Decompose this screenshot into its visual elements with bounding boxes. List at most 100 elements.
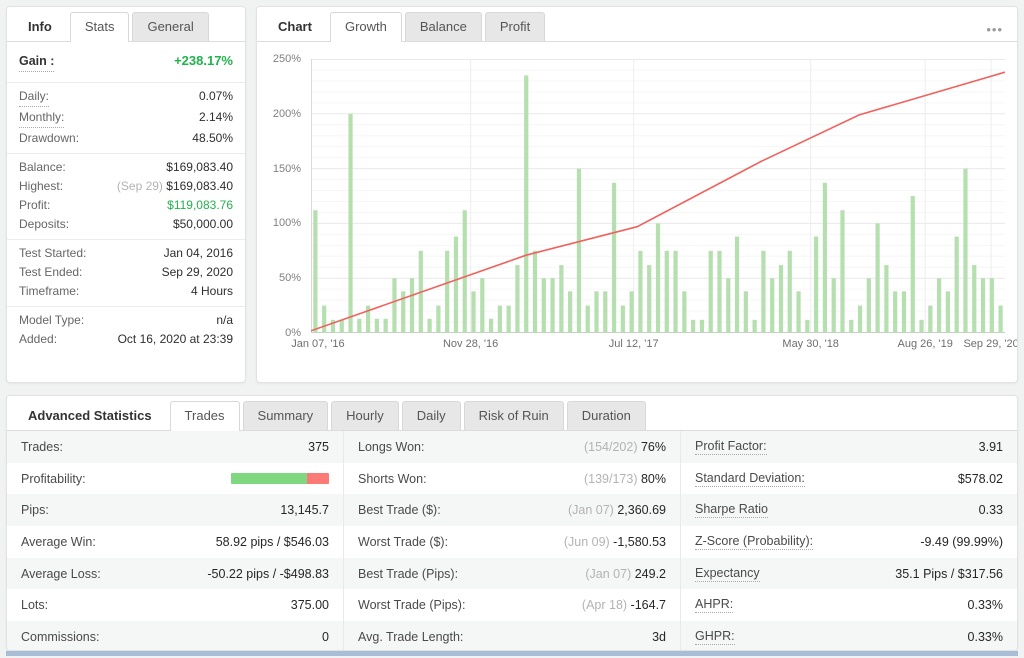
growth-bar <box>594 291 599 333</box>
stat-value: 4 Hours <box>190 284 233 298</box>
tab-info[interactable]: Info <box>28 19 52 34</box>
table-row: Average Loss: -50.22 pips / -$498.83 <box>7 557 343 590</box>
growth-bar <box>708 250 713 333</box>
bottom-scrollbar[interactable] <box>6 651 1018 656</box>
stat-value: (Sep 29) $169,083.40 <box>116 179 233 193</box>
table-row-value-note: (154/202) <box>583 439 641 454</box>
growth-bar <box>427 318 432 333</box>
table-row: Z-Score (Probability): -9.49 (99.99%) <box>681 526 1017 558</box>
table-row-label: Profit Factor: <box>695 438 767 455</box>
growth-bar <box>568 291 573 333</box>
stat-group: Daily: 0.07% Monthly: 2.14% Drawdown: 48.50% <box>7 82 245 153</box>
growth-bar <box>743 291 748 333</box>
growth-bar <box>998 305 1003 333</box>
growth-bar <box>638 250 643 333</box>
growth-bar <box>972 265 977 333</box>
stat-row: Daily: 0.07% <box>7 87 245 108</box>
x-axis-label: May 30, '18 <box>782 338 839 350</box>
table-row-label: Lots: <box>21 598 49 613</box>
growth-bar <box>515 265 520 333</box>
tab-summary[interactable]: Summary <box>242 401 329 430</box>
table-row: Worst Trade ($): (Jun 09) -1,580.53 <box>344 526 680 558</box>
growth-bar <box>401 291 406 333</box>
growth-bar <box>453 236 459 333</box>
tab-balance[interactable]: Balance <box>404 12 482 41</box>
stat-row: Profit: $119,083.76 <box>7 196 245 215</box>
stat-value: Oct 16, 2020 at 23:39 <box>117 332 233 346</box>
table-row-value: 13,145.7 <box>280 503 329 518</box>
tab-general[interactable]: General <box>132 12 209 41</box>
x-axis-label: Nov 28, '16 <box>442 338 499 350</box>
table-row-value: 3.91 <box>978 439 1003 454</box>
stat-row: Deposits: $50,000.00 <box>7 215 245 234</box>
stat-label: Gain : <box>19 53 55 72</box>
tab-trades[interactable]: Trades <box>169 401 240 431</box>
growth-bar <box>778 265 784 333</box>
table-row-value: 375.00 <box>290 598 329 613</box>
table-row: Average Win: 58.92 pips / $546.03 <box>7 526 343 558</box>
growth-bar <box>673 250 678 333</box>
table-row: Lots: 375.00 <box>7 589 343 621</box>
stat-row: Drawdown: 48.50% <box>7 129 245 148</box>
stats-tabs: Stats General <box>69 12 212 42</box>
ellipsis-menu-icon[interactable]: ••• <box>986 22 1003 37</box>
growth-bar <box>374 318 379 333</box>
y-axis-label: 100% <box>272 217 301 230</box>
growth-bar <box>480 278 485 333</box>
growth-bar <box>726 278 731 333</box>
stat-row: Model Type: n/a <box>7 311 245 330</box>
table-row-label: Longs Won: <box>358 439 425 454</box>
table-row: Avg. Trade Length: 3d <box>344 621 680 650</box>
growth-chart: Jan 07, '16 Nov 28, '16 Jul 12, '17 May 30,… <box>257 42 1017 382</box>
growth-bar <box>717 250 722 333</box>
growth-bar <box>937 278 942 333</box>
x-axis-label: Sep 29, '20 <box>963 338 1018 350</box>
y-axis-label: 250% <box>272 53 301 65</box>
advanced-statistics-table: Trades: 375 Profitability: Pips: 13,145.7 Ave… <box>7 431 1017 650</box>
stat-value-note: (Sep 29) <box>116 179 167 193</box>
stat-value: +238.17% <box>174 53 233 68</box>
tab-growth[interactable]: Growth <box>329 12 402 42</box>
growth-bar <box>945 291 951 333</box>
tab-duration[interactable]: Duration <box>566 401 646 430</box>
growth-bar <box>884 265 889 333</box>
table-row-value: 58.92 pips / $546.03 <box>215 534 329 549</box>
stat-value: n/a <box>216 313 233 327</box>
table-row-label: Best Trade ($): <box>358 503 441 518</box>
table-row-value: -9.49 (99.99%) <box>920 534 1003 549</box>
tab-profit[interactable]: Profit <box>484 12 546 41</box>
table-row-label: Profitability: <box>21 471 86 486</box>
table-row: Longs Won: (154/202) 76% <box>344 431 680 463</box>
tab-hourly[interactable]: Hourly <box>331 401 399 430</box>
y-axis-label: 50% <box>278 272 301 285</box>
stat-value: 0.07% <box>198 89 233 103</box>
table-row-label: Trades: <box>21 439 63 454</box>
stat-row: Highest: (Sep 29) $169,083.40 <box>7 177 245 196</box>
stat-row: Gain : +238.17% <box>7 48 245 77</box>
tab-stats[interactable]: Stats <box>69 12 130 42</box>
profitability-bar <box>231 473 329 485</box>
table-row-value-note: (Jun 09) <box>563 534 614 549</box>
stat-value: 2.14% <box>198 110 233 124</box>
table-row-value: (139/173) 80% <box>583 471 666 486</box>
table-row-value: (Jan 07) 2,360.69 <box>567 503 666 518</box>
stat-label: Timeframe: <box>19 284 80 298</box>
table-row-value-note: (139/173) <box>583 471 641 486</box>
chart-panel: Chart Growth Balance Profit ••• Jan 07, '1… <box>256 6 1018 383</box>
growth-chart-svg <box>311 59 1005 333</box>
profitability-bar-loss-segment <box>307 473 329 485</box>
advanced-statistics-column: Trades: 375 Profitability: Pips: 13,145.7 Ave… <box>7 431 343 650</box>
stat-label: Profit: <box>19 198 51 212</box>
stat-group: Gain : +238.17% <box>7 44 245 82</box>
stat-row: Added: Oct 16, 2020 at 23:39 <box>7 330 245 349</box>
growth-bar <box>445 250 450 333</box>
table-row-label: Commissions: <box>21 629 100 644</box>
tab-daily[interactable]: Daily <box>401 401 461 430</box>
tab-risk-of-ruin[interactable]: Risk of Ruin <box>463 401 564 430</box>
growth-bar <box>585 305 590 333</box>
chart-tabbar: Chart Growth Balance Profit ••• <box>257 7 1017 42</box>
table-row: Sharpe Ratio 0.33 <box>681 494 1017 527</box>
advanced-statistics-panel: Advanced Statistics Trades Summary Hourly D… <box>6 395 1018 651</box>
growth-bar <box>831 278 836 333</box>
table-row-label: Standard Deviation: <box>695 470 805 487</box>
